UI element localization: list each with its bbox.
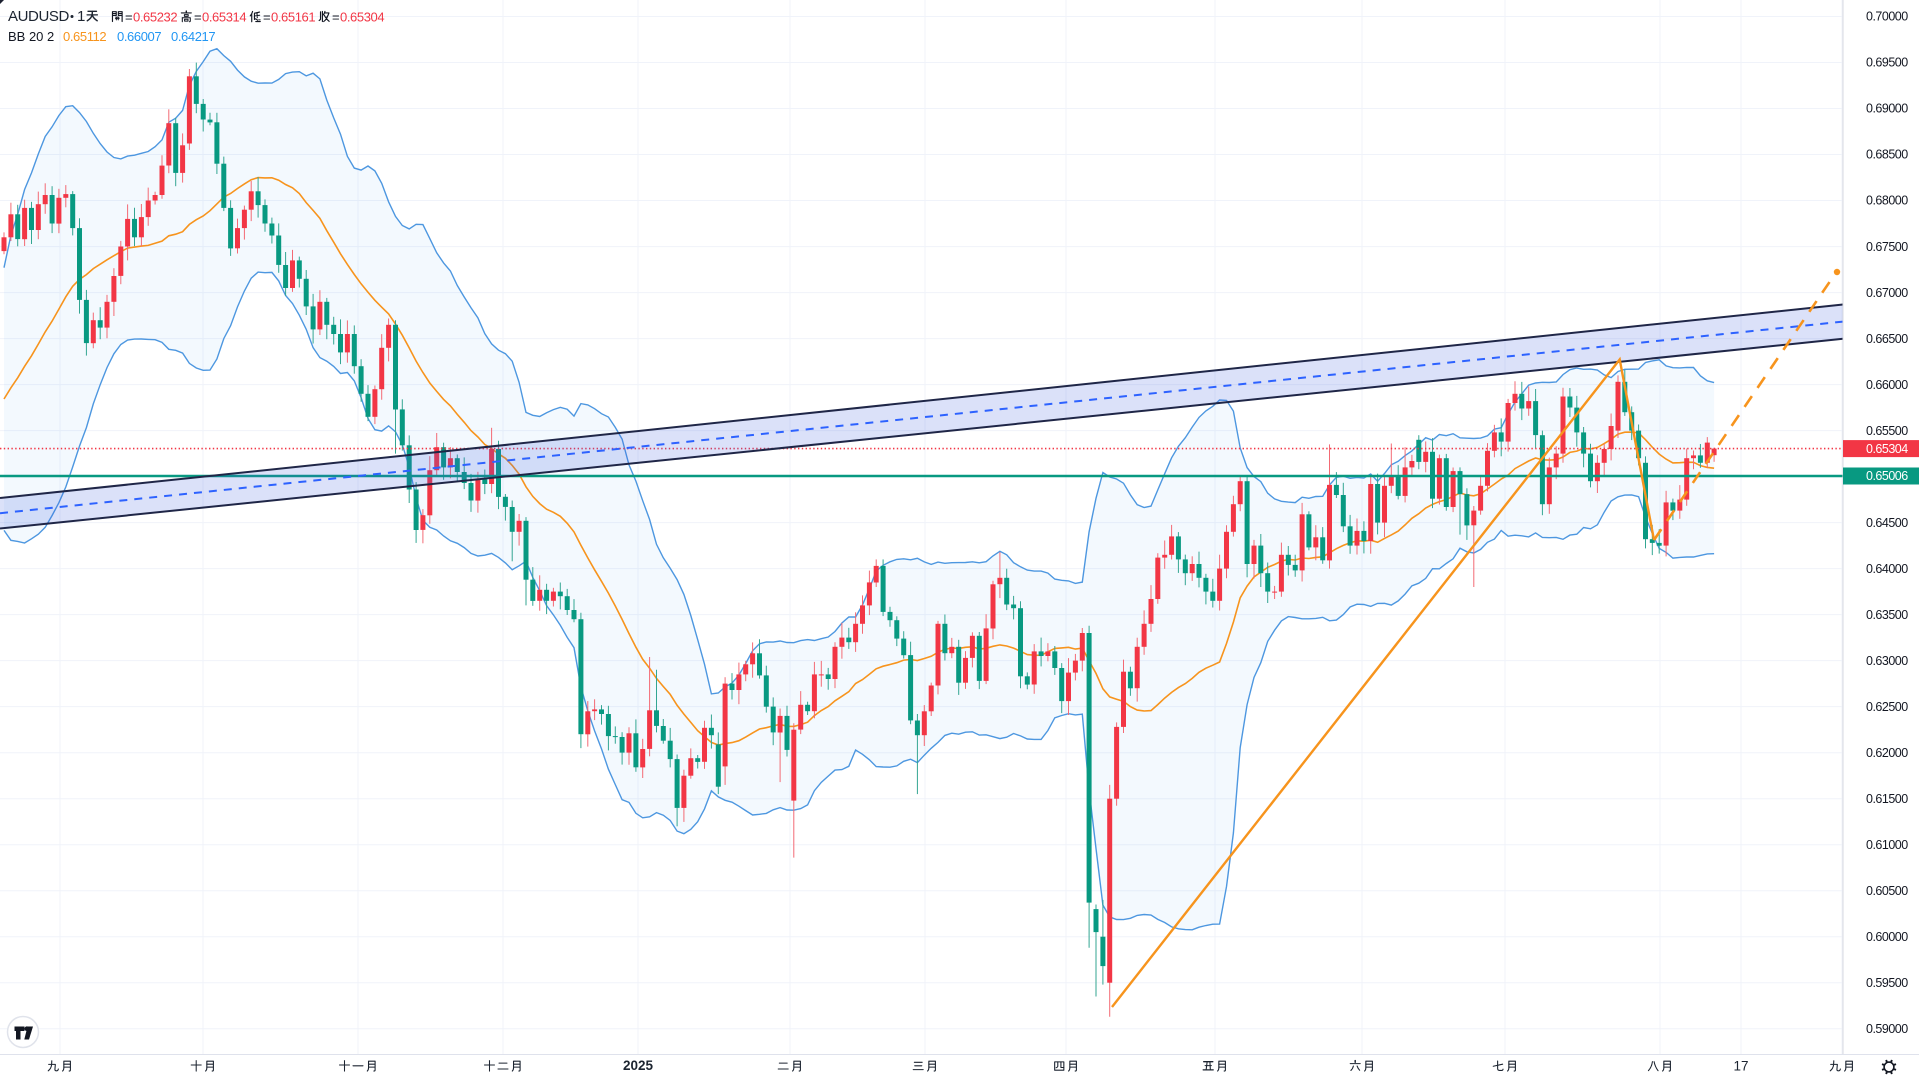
svg-text:0.60000: 0.60000: [1866, 930, 1908, 944]
svg-text:0.68500: 0.68500: [1866, 148, 1908, 162]
svg-text:0.66000: 0.66000: [1866, 378, 1908, 392]
svg-text:0.60500: 0.60500: [1866, 884, 1908, 898]
svg-text:0.61500: 0.61500: [1866, 792, 1908, 806]
svg-text:0.65232: 0.65232: [133, 9, 177, 24]
svg-text:=: =: [125, 9, 133, 24]
svg-text:0.68000: 0.68000: [1866, 194, 1908, 208]
svg-text:0.61000: 0.61000: [1866, 838, 1908, 852]
svg-text:17: 17: [1733, 1059, 1748, 1074]
svg-text:0.64217: 0.64217: [171, 29, 215, 44]
svg-text:0.69500: 0.69500: [1866, 56, 1908, 70]
svg-text:0.65314: 0.65314: [202, 9, 246, 24]
svg-text:0.64000: 0.64000: [1866, 562, 1908, 576]
svg-text:0.69000: 0.69000: [1866, 102, 1908, 116]
svg-text:0.65304: 0.65304: [1866, 442, 1908, 456]
svg-text:=: =: [332, 9, 340, 24]
svg-text:0.65112: 0.65112: [63, 29, 106, 44]
svg-text:BB 20 2: BB 20 2: [8, 29, 54, 44]
svg-text:0.62000: 0.62000: [1866, 746, 1908, 760]
svg-text:0.67500: 0.67500: [1866, 240, 1908, 254]
svg-text:0.67000: 0.67000: [1866, 286, 1908, 300]
svg-text:1: 1: [77, 8, 85, 25]
svg-text:0.63500: 0.63500: [1866, 608, 1908, 622]
svg-text:0.65500: 0.65500: [1866, 424, 1908, 438]
svg-text:=: =: [263, 9, 271, 24]
svg-text:0.66007: 0.66007: [117, 29, 161, 44]
svg-text:AUDUSD: AUDUSD: [8, 8, 70, 25]
svg-text:0.64500: 0.64500: [1866, 516, 1908, 530]
svg-text:0.59000: 0.59000: [1866, 1022, 1908, 1036]
svg-text:0.66500: 0.66500: [1866, 332, 1908, 346]
svg-text:0.70000: 0.70000: [1866, 10, 1908, 24]
svg-text:0.65006: 0.65006: [1866, 469, 1908, 483]
svg-text:0.59500: 0.59500: [1866, 976, 1908, 990]
svg-text:0.65161: 0.65161: [271, 9, 315, 24]
svg-text:0.62500: 0.62500: [1866, 700, 1908, 714]
svg-text:=: =: [194, 9, 202, 24]
svg-text:0.63000: 0.63000: [1866, 654, 1908, 668]
svg-text:2025: 2025: [623, 1058, 654, 1073]
svg-text:0.65304: 0.65304: [340, 9, 384, 24]
